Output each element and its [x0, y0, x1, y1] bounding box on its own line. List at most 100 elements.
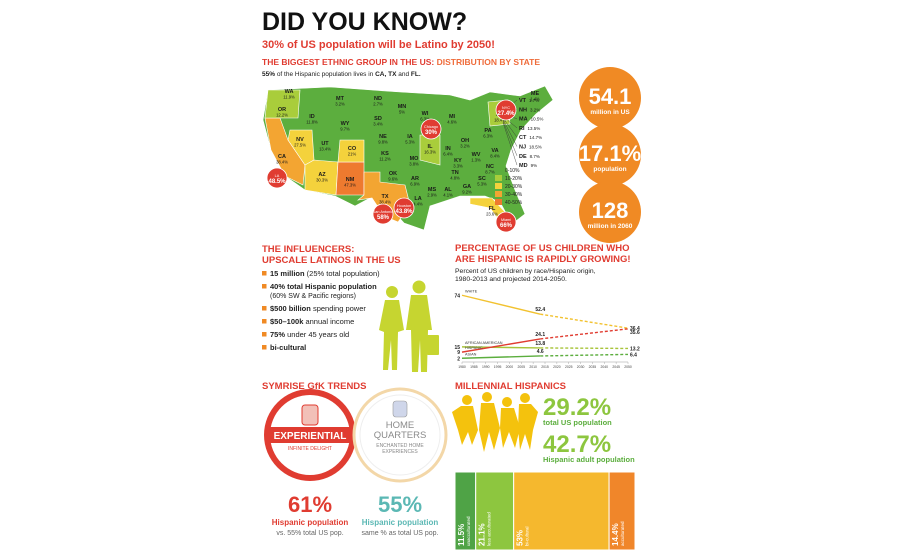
bullet: [262, 306, 267, 311]
series-line: [540, 347, 629, 350]
influencer-item-part: $50–100k: [270, 317, 304, 326]
state-code: LA: [414, 196, 421, 202]
city-name: Houston: [397, 204, 411, 208]
state-pct: 23.6%: [486, 212, 498, 217]
state-pct: 4.6%: [447, 120, 457, 125]
state-code: IL: [428, 144, 434, 150]
state-code: NC: [486, 164, 494, 170]
x-tick-label: 2015: [541, 365, 549, 369]
state-code: TX: [381, 194, 388, 200]
state-pct: 1.7%: [529, 98, 539, 103]
state-code: UT: [321, 141, 329, 147]
state-code: VA: [491, 148, 498, 154]
x-tick-label: 2045: [612, 365, 620, 369]
state-pct: 1.4%: [530, 97, 540, 102]
influencer-item-part: 15 million: [270, 269, 305, 278]
city-marker: [266, 167, 288, 189]
segment: [608, 471, 636, 550]
couple-figure: [379, 280, 439, 372]
badge-icon: [392, 400, 408, 418]
leader-line: [502, 122, 518, 166]
state-pct: 13.4%: [319, 147, 331, 152]
legend-swatch: [495, 183, 502, 189]
leader-line: [502, 120, 518, 156]
state-code: MN: [398, 104, 407, 110]
city-pct: 58%: [377, 215, 390, 221]
state-pct: 4.1%: [443, 193, 453, 198]
state-pct: 9%: [531, 163, 538, 168]
state-pct: 5.3%: [477, 182, 487, 187]
northeast-state: NH 3.2%: [519, 107, 540, 113]
trend-note: vs. 55% total US pop.: [276, 530, 343, 537]
section-heading-part: THE BIGGEST ETHNIC GROUP IN THE US:: [262, 57, 437, 67]
influencer-item: 40% total Hispanic population: [270, 282, 377, 291]
stat-label: population: [593, 166, 626, 173]
x-tick-label: 2050: [624, 365, 632, 369]
northeast-state: NJ 18.5%: [519, 145, 542, 151]
state-code: PA: [484, 128, 491, 134]
badge-title: HOME: [386, 420, 415, 431]
section-heading-part: DISTRIBUTION BY STATE: [437, 57, 541, 67]
state-pct: 6.9%: [410, 182, 420, 187]
state-pct: 3.3%: [453, 164, 463, 169]
value-label: 2: [457, 356, 460, 362]
state-code: CA: [278, 154, 286, 160]
state-pct: 8.7%: [485, 170, 495, 175]
state-pct: 3.2%: [335, 102, 345, 107]
segment-value: 14.4%: [611, 523, 620, 546]
state-pct: 11.2%: [379, 157, 391, 162]
trend-note: same % as total US pop.: [361, 530, 438, 537]
segment-label: 21.1%less acculturated: [478, 512, 492, 546]
series-line: [461, 355, 541, 359]
x-tick-label: 2000: [506, 365, 514, 369]
state-pct: 18.5%: [529, 145, 542, 150]
state-pct: 6.3%: [483, 134, 493, 139]
state-pct: 9.2%: [462, 190, 472, 195]
segment-value: 21.1%: [478, 523, 487, 546]
section-note-part: CA, TX: [375, 71, 397, 78]
legend-label: 0-10%: [505, 168, 520, 174]
state-pct: 47.3%: [344, 183, 356, 188]
legend-swatch: [495, 175, 502, 181]
section-heading: THE BIGGEST ETHNIC GROUP IN THE US: DIST…: [262, 57, 540, 67]
segment-name: less acculturated: [487, 512, 492, 546]
section-note-part: 55%: [262, 71, 275, 78]
city-name: LA: [275, 174, 280, 178]
stat-label: million in US: [590, 109, 630, 116]
influencer-item-part: 40% total Hispanic population: [270, 282, 377, 291]
state-pct: 18.4%: [494, 118, 506, 123]
state-code: IN: [445, 146, 451, 152]
state-pct: 6.3%: [420, 117, 430, 122]
influencer-item-part: 75%: [270, 330, 285, 339]
segment-label: 11.5%unacculturated: [457, 516, 471, 546]
trend-label: Hispanic population: [272, 518, 349, 527]
section-note-part: of the Hispanic population lives in: [275, 71, 375, 78]
state-pct: 9.8%: [378, 140, 388, 145]
x-tick-label: 1990: [482, 365, 490, 369]
trend-pct: 55%: [378, 492, 422, 517]
state-code: KS: [381, 151, 389, 157]
millennial-value: 42.7%: [543, 431, 611, 458]
state-code: ME: [531, 91, 540, 97]
state-code: AZ: [318, 172, 326, 178]
state-pct: 2.7%: [373, 102, 383, 107]
city-marker: [372, 203, 394, 225]
legend-label: 30-40%: [505, 192, 523, 198]
state-pct: 6.4%: [443, 152, 453, 157]
segment-label: 53%bi-cultural: [516, 526, 530, 546]
northeast-state: MA 10.5%: [519, 117, 543, 123]
leader-line: [502, 117, 518, 138]
series-line: [461, 338, 541, 353]
chart-title: PERCENTAGE OF US CHILDREN WHO: [455, 243, 630, 254]
badge-title: EXPERIENTIAL: [274, 431, 347, 442]
northeast-state: MD 9%: [519, 163, 537, 169]
state-code: CT: [519, 135, 527, 141]
state-code: GA: [463, 184, 471, 190]
influencer-item-part: bi-cultural: [270, 343, 306, 352]
millennial-label: Hispanic adult population: [543, 455, 635, 464]
state-code: MA: [519, 117, 528, 123]
state-pct: 11.8%: [306, 120, 318, 125]
state-pct: 16.3%: [424, 150, 436, 155]
state-pct: 30.3%: [316, 178, 328, 183]
value-label: 36.4: [630, 326, 640, 332]
